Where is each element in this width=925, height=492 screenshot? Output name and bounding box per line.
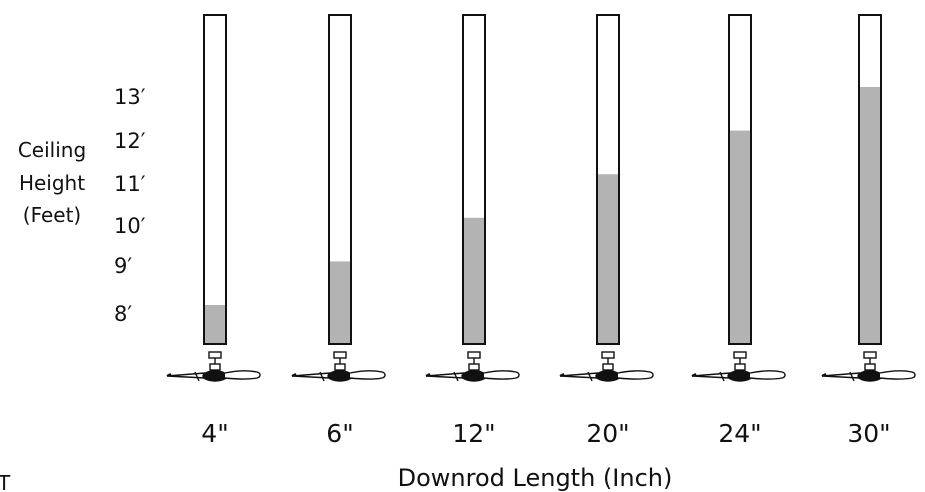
ceiling-fan-icon bbox=[166, 351, 261, 382]
bar-fill bbox=[860, 87, 880, 343]
x-category-labels: 4" 6" 12" 20" 24" 30" bbox=[201, 419, 890, 448]
ceiling-fan-icon bbox=[291, 351, 386, 382]
y-axis-title-line-3: (Feet) bbox=[23, 203, 81, 227]
y-tick-label: 12′ bbox=[114, 129, 146, 153]
ceiling-fan-icon bbox=[559, 351, 654, 382]
bar-fill bbox=[598, 174, 618, 343]
bar-fill bbox=[205, 305, 225, 343]
bar-fill bbox=[330, 261, 350, 343]
stray-text: T bbox=[0, 471, 11, 492]
ceiling-fan-icon bbox=[821, 351, 916, 382]
ceiling-fan-icon bbox=[691, 351, 786, 382]
y-tick-label: 9′ bbox=[114, 254, 132, 278]
x-category-label: 6" bbox=[326, 419, 353, 448]
x-axis-title: Downrod Length (Inch) bbox=[398, 464, 673, 492]
x-category-label: 20" bbox=[586, 419, 629, 448]
bar-fill bbox=[464, 217, 484, 343]
x-category-label: 24" bbox=[718, 419, 761, 448]
y-tick-label: 11′ bbox=[114, 172, 146, 196]
ceiling-fan-icon bbox=[425, 351, 520, 382]
y-tick-labels: 8′ 9′ 10′ 11′ 12′ 13′ bbox=[114, 85, 146, 326]
x-category-label: 30" bbox=[847, 419, 890, 448]
y-axis-title-line-1: Ceiling bbox=[18, 138, 86, 162]
x-category-label: 12" bbox=[452, 419, 495, 448]
bar-fill bbox=[730, 130, 750, 343]
x-category-label: 4" bbox=[201, 419, 228, 448]
y-tick-label: 8′ bbox=[114, 302, 132, 326]
y-axis-title-line-2: Height bbox=[19, 171, 85, 195]
y-tick-label: 13′ bbox=[114, 85, 146, 109]
bar-outline bbox=[203, 14, 227, 345]
fans-group bbox=[166, 351, 916, 382]
y-tick-label: 10′ bbox=[114, 214, 146, 238]
bars-group bbox=[203, 14, 882, 345]
